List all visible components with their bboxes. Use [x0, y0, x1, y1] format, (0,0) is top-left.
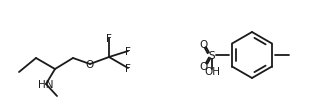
Text: O: O	[199, 61, 207, 71]
Text: F: F	[125, 47, 131, 56]
Text: S: S	[209, 51, 215, 60]
Text: O: O	[199, 40, 207, 50]
Text: OH: OH	[204, 66, 220, 76]
Text: HN: HN	[38, 79, 54, 89]
Text: O: O	[86, 59, 94, 69]
Text: F: F	[106, 34, 112, 44]
Text: F: F	[125, 63, 131, 73]
